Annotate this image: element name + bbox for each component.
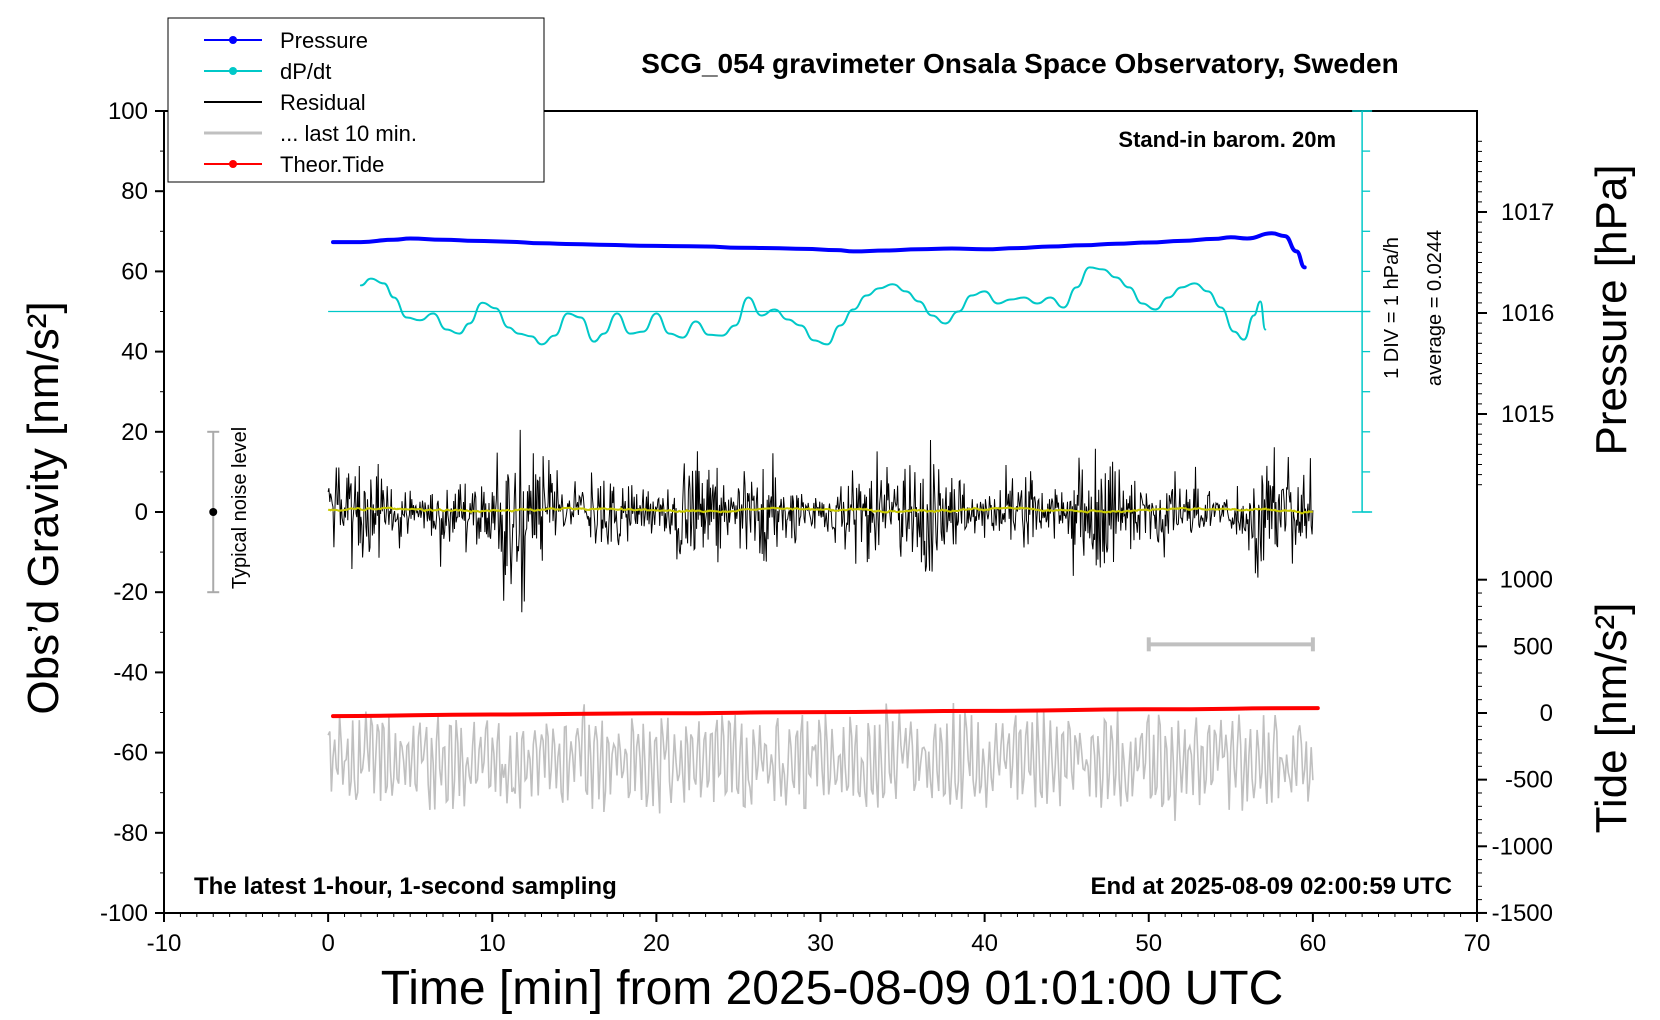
series-pressure-line	[331, 231, 1307, 270]
tide-tick-label: -1500	[1492, 900, 1553, 927]
annotation-stand-in: Stand-in barom. 20m	[1118, 127, 1336, 152]
annotation-average: average = 0.0244	[1424, 230, 1446, 386]
annotation-bottom-right: End at 2025-08-09 02:00:59 UTC	[1091, 873, 1453, 900]
y-tick-label: -60	[113, 740, 148, 767]
y-tick-label: 0	[135, 499, 148, 526]
text-layer: SCG_054 gravimeter Onsala Space Observat…	[19, 48, 1636, 1015]
legend-label: Pressure	[280, 28, 368, 53]
x-axis-title: Time [min] from 2025-08-09 01:01:00 UTC	[381, 962, 1284, 1015]
x-tick-label: 10	[479, 930, 506, 957]
pressure-tick-label: 1015	[1501, 401, 1554, 428]
y-axis-right-bottom-title: Tide [nm/s²]	[1587, 603, 1636, 834]
series-dpdt-line	[359, 266, 1267, 346]
y-tick-label: -20	[113, 579, 148, 606]
x-tick-label: 50	[1135, 930, 1162, 957]
series-theor-tide-line	[331, 706, 1320, 719]
y-tick-label: -80	[113, 820, 148, 847]
y-tick-label: 100	[108, 98, 148, 125]
x-tick-label: 60	[1300, 930, 1327, 957]
tide-tick-label: 1000	[1500, 567, 1553, 594]
y-tick-label: 40	[121, 339, 148, 366]
legend-swatch-marker	[229, 36, 237, 44]
legend-label: Theor.Tide	[280, 152, 384, 177]
chart-title: SCG_054 gravimeter Onsala Space Observat…	[641, 48, 1398, 79]
legend-label: dP/dt	[280, 59, 331, 84]
x-tick-label: 20	[643, 930, 670, 957]
series-residual-smoothed-line	[327, 506, 1314, 515]
y-axis-left-title: Obs’d Gravity [nm/s²]	[19, 301, 68, 714]
tide-tick-label: -1000	[1492, 833, 1553, 860]
series-residual-line	[327, 429, 1314, 613]
x-tick-label: 70	[1464, 930, 1491, 957]
tide-tick-label: 500	[1513, 633, 1553, 660]
annotation-scale-div: 1 DIV = 1 hPa/h	[1381, 237, 1403, 379]
y-tick-label: -40	[113, 659, 148, 686]
annotation-noise: Typical noise level	[229, 427, 251, 589]
y-tick-label: 20	[121, 419, 148, 446]
tide-tick-label: 0	[1540, 700, 1553, 727]
y-tick-label: 80	[121, 178, 148, 205]
legend-label: ... last 10 min.	[280, 121, 417, 146]
x-tick-label: 40	[971, 930, 998, 957]
ticks-layer: -10 0 10 20 30 40 50 60 70-100-80-60-40-20020406…	[100, 98, 1554, 957]
legend: Pressure dP/dt Residual ... last 10 min. The…	[167, 17, 545, 183]
data-layer	[207, 110, 1373, 821]
pressure-tick-label: 1016	[1501, 300, 1554, 327]
noise-level-center-dot	[209, 508, 218, 516]
y-tick-label: -100	[100, 900, 148, 927]
pressure-tick-label: 1017	[1501, 199, 1554, 226]
tide-tick-label: -500	[1505, 767, 1553, 794]
x-tick-label: -10	[147, 930, 182, 957]
legend-swatch-marker	[229, 67, 237, 75]
legend-swatch-marker	[229, 160, 237, 168]
x-tick-label: 0	[321, 930, 334, 957]
y-tick-label: 60	[121, 258, 148, 285]
annotation-bottom-left: The latest 1-hour, 1-second sampling	[194, 873, 617, 900]
legend-label: Residual	[280, 90, 366, 115]
x-tick-label: 30	[807, 930, 834, 957]
legend-box	[167, 17, 545, 183]
y-axis-right-top-title: Pressure [hPa]	[1587, 164, 1636, 455]
series-last10min-line	[327, 702, 1314, 821]
